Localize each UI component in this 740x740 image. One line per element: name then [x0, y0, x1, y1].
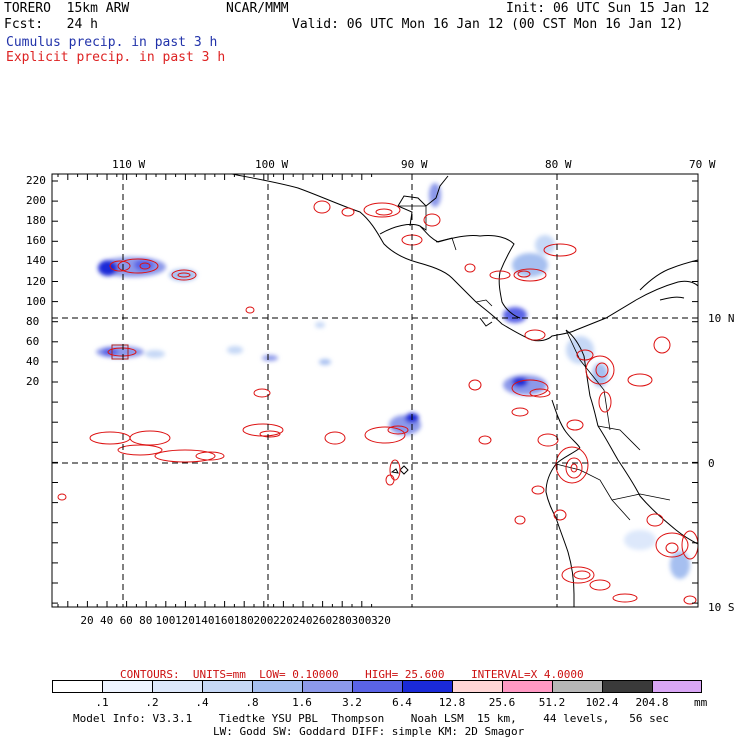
- legend-label: 1.6: [292, 696, 312, 709]
- y-tick-label: 140: [26, 254, 46, 268]
- x-tick-label: 140: [194, 614, 215, 627]
- legend-label: .2: [145, 696, 159, 709]
- y-tick-label: 120: [26, 274, 46, 288]
- contour-interval: INTERVAL=X 4.0000: [471, 668, 584, 681]
- legend-color-cell: [502, 680, 552, 693]
- contour-low: LOW= 0.10000: [259, 668, 339, 681]
- y-tick-label: 40: [26, 354, 40, 368]
- legend-color-cell: [652, 680, 702, 693]
- lon-label-80w: 80 W: [545, 158, 572, 171]
- x-tick-label: 100: [155, 614, 176, 627]
- y-tick-label: 100: [26, 294, 46, 308]
- cumulus-precip-title: Cumulus precip. in past 3 h: [6, 35, 218, 50]
- legend-color-cell: [352, 680, 402, 693]
- contour-label-prefix: CONTOURS:: [120, 668, 180, 681]
- legend-label: 3.2: [342, 696, 362, 709]
- legend-color-cell: [452, 680, 502, 693]
- legend-color-cell: [552, 680, 602, 693]
- model-info-line1: Model Info: V3.3.1 Tiedtke YSU PBL Thomp…: [73, 712, 670, 725]
- lat-label-10n: 10 N: [708, 312, 735, 325]
- y-tick-label: 160: [26, 234, 46, 248]
- legend-label: .8: [245, 696, 259, 709]
- legend-label: .4: [195, 696, 209, 709]
- x-tick-label: 80: [139, 614, 153, 627]
- init-time: Init: 06 UTC Sun 15 Jan 12: [506, 1, 710, 16]
- y-tick-label: 20: [26, 375, 40, 388]
- legend-color-cell: [302, 680, 352, 693]
- x-tick-label: 200: [253, 614, 274, 627]
- x-tick-label: 260: [312, 614, 333, 627]
- x-tick-label: 220: [273, 614, 293, 627]
- legend-color-cell: [52, 680, 102, 693]
- contour-info: CONTOURS: UNITS=mm LOW= 0.10000 HIGH= 25…: [120, 668, 584, 682]
- model-title: TORERO 15km ARW: [4, 1, 130, 16]
- legend-color-cell: [152, 680, 202, 693]
- contour-high: HIGH= 25.600: [365, 668, 445, 681]
- x-tick-label: 160: [214, 614, 235, 627]
- forecast-hour: Fcst: 24 h: [4, 17, 98, 32]
- lat-lon-grid: [52, 174, 698, 607]
- model-info-line2: LW: Godd SW: Goddard DIFF: simple KM: 2D…: [213, 725, 525, 738]
- map-frame: [51, 173, 699, 608]
- x-tick-label: 180: [233, 614, 254, 627]
- organization-label: NCAR/MMM: [226, 1, 289, 16]
- legend-label: 51.2: [538, 696, 566, 709]
- lon-label-110w: 110 W: [112, 158, 146, 171]
- y-tick-label: 180: [26, 214, 46, 228]
- x-tick-label: 320: [371, 614, 391, 627]
- legend-label: 6.4: [392, 696, 412, 709]
- legend-label: 102.4: [585, 696, 619, 709]
- explicit-precip-contours: [57, 200, 698, 605]
- legend-label: 25.6: [488, 696, 516, 709]
- x-tick-label: 60: [119, 614, 133, 627]
- y-tick-label: 80: [26, 314, 40, 328]
- legend-color-cell: [402, 680, 452, 693]
- legend-unit: mm: [694, 696, 708, 709]
- lat-label-10s: 10 S: [708, 601, 735, 614]
- legend-color-cell: [252, 680, 302, 693]
- y-tick-label: 200: [26, 194, 46, 208]
- lat-label-0: 0: [708, 457, 715, 470]
- explicit-precip-title: Explicit precip. in past 3 h: [6, 50, 226, 65]
- legend-label: 204.8: [635, 696, 669, 709]
- legend-label: 12.8: [438, 696, 466, 709]
- lon-label-100w: 100 W: [255, 158, 289, 171]
- country-borders: [398, 205, 671, 521]
- legend-label: .1: [95, 696, 109, 709]
- x-tick-label: 20: [80, 614, 94, 627]
- axis-ticks: [52, 174, 698, 607]
- lon-label-90w: 90 W: [401, 158, 428, 171]
- valid-time: Valid: 06 UTC Mon 16 Jan 12 (00 CST Mon …: [292, 17, 684, 32]
- legend-color-cell: [602, 680, 652, 693]
- x-tick-label: 240: [292, 614, 313, 627]
- x-tick-label: 300: [351, 614, 372, 627]
- y-tick-label: 60: [26, 334, 40, 348]
- y-tick-label: 220: [26, 174, 46, 187]
- legend-color-cell: [202, 680, 252, 693]
- cumulus-precip-shading: [96, 183, 690, 579]
- contour-units: UNITS=mm: [192, 668, 246, 681]
- x-tick-label: 280: [331, 614, 352, 627]
- x-tick-label: 40: [99, 614, 114, 627]
- lon-label-70w: 70 W: [689, 158, 716, 171]
- x-tick-label: 120: [175, 614, 195, 627]
- legend-color-cell: [102, 680, 152, 693]
